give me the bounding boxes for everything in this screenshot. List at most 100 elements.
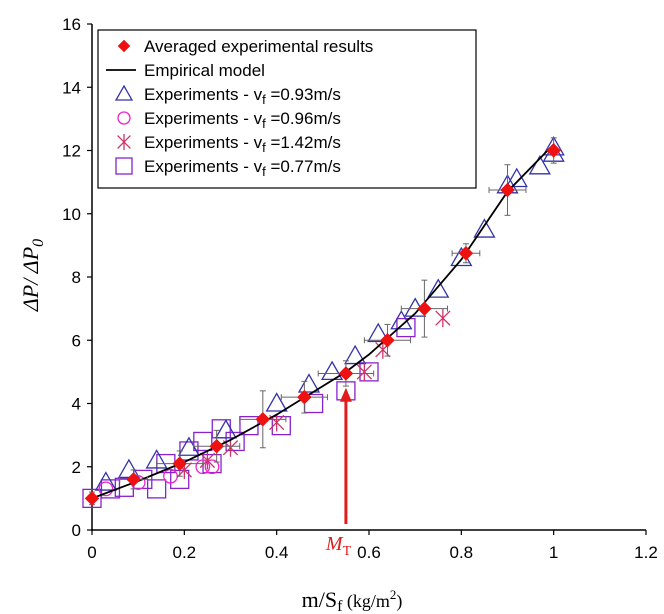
- legend-label: Experiments - vf =0.77m/s: [144, 157, 341, 179]
- legend-item: Experiments - vf =0.93m/s: [114, 84, 341, 107]
- axis-ticks: 0 2 4 6 8 10 12 14 16 0 0.2 0.4 0.6 0.8 1 1.2: [62, 15, 658, 562]
- legend-marker-circle-shape: [117, 111, 131, 125]
- y-axis-label-sub: 0: [30, 239, 47, 247]
- point-diamond-shape: [417, 301, 432, 316]
- legend-marker-triangle: [114, 84, 134, 101]
- y-tick-label: 4: [72, 395, 81, 414]
- legend-marker-triangle-shape: [114, 84, 134, 101]
- point-diamond: [417, 301, 432, 316]
- legend-item: Experiments - vf =0.96m/s: [117, 109, 341, 131]
- point-triangle-shape: [265, 392, 288, 412]
- point-diamond: [546, 143, 562, 158]
- point-triangle-shape: [528, 155, 551, 175]
- annotation-label: MT: [325, 533, 352, 559]
- point-triangle: [528, 155, 551, 175]
- legend-marker-square-shape: [115, 157, 133, 175]
- point-square-shape: [193, 431, 213, 452]
- plot-area: [82, 24, 646, 531]
- x-axis-label-main: m/S: [302, 587, 337, 612]
- point-triangle-shape: [344, 344, 367, 365]
- legend-label-suffix: =0.77m/s: [266, 157, 341, 176]
- point-triangle-shape: [145, 449, 168, 469]
- point-triangle-shape: [367, 322, 390, 343]
- point-triangle: [505, 167, 528, 188]
- legend-item: Experiments - vf =0.77m/s: [115, 157, 341, 179]
- legend-label-sub: f: [262, 116, 266, 131]
- point-triangle: [473, 218, 496, 238]
- point-diamond-shape: [380, 332, 395, 348]
- x-axis-label: m/Sf (kg/m2): [302, 587, 403, 614]
- point-diamond-shape: [297, 389, 312, 405]
- point-square-shape: [359, 362, 379, 382]
- legend-label-sub: f: [262, 164, 266, 179]
- legend-marker-star: [117, 134, 131, 150]
- point-diamond-shape: [172, 456, 188, 471]
- point-diamond: [255, 411, 271, 427]
- point-circle: [98, 481, 114, 497]
- point-triangle-shape: [427, 278, 450, 298]
- point-triangle-shape: [390, 309, 413, 330]
- x-axis-label-unit: (kg/m: [342, 591, 390, 612]
- legend-label-suffix: =0.96m/s: [266, 109, 341, 128]
- annotation-label-sub: T: [343, 544, 352, 559]
- point-diamond: [500, 182, 515, 198]
- point-circle-shape: [98, 481, 114, 497]
- point-triangle-shape: [473, 218, 496, 238]
- x-tick-label: 1.2: [634, 543, 658, 562]
- legend-label-sub: f: [262, 92, 266, 107]
- point-triangle-shape: [505, 167, 528, 188]
- legend-label-prefix: Experiments - v: [144, 133, 263, 152]
- x-tick-label: 0.2: [173, 543, 197, 562]
- annotation: MT: [325, 387, 352, 559]
- point-diamond: [172, 456, 188, 471]
- legend-marker-square: [115, 157, 133, 175]
- point-diamond: [84, 491, 100, 506]
- point-diamond-shape: [546, 143, 562, 158]
- y-axis-label-main: ΔP/ ΔP: [18, 247, 43, 312]
- x-axis-label-close: ): [396, 591, 402, 612]
- legend-marker-diamond-shape: [117, 39, 131, 53]
- y-tick-label: 14: [62, 78, 81, 97]
- legend-label: Experiments - vf =1.42m/s: [144, 133, 341, 155]
- y-tick-label: 12: [62, 142, 81, 161]
- legend-item: Averaged experimental results: [117, 37, 373, 56]
- point-triangle: [145, 449, 168, 469]
- legend-label: Empirical model: [144, 61, 265, 80]
- x-axis-label-sub: f: [337, 598, 343, 614]
- x-tick-label: 0.4: [265, 543, 289, 562]
- point-diamond: [297, 389, 312, 405]
- legend-box: [97, 29, 477, 189]
- point-circle-shape: [195, 459, 211, 475]
- legend-label-prefix: Experiments - v: [144, 157, 263, 176]
- point-diamond: [126, 472, 141, 487]
- point-triangle: [344, 344, 367, 365]
- legend-label-suffix: =1.42m/s: [266, 133, 341, 152]
- point-square: [193, 431, 213, 452]
- y-tick-label: 2: [72, 458, 81, 477]
- legend-label: Experiments - vf =0.93m/s: [144, 85, 341, 107]
- point-square: [146, 479, 167, 499]
- annotation-label-main: M: [325, 533, 344, 555]
- point-triangle: [94, 471, 117, 491]
- point-triangle: [390, 309, 413, 330]
- y-tick-label: 8: [72, 268, 81, 287]
- point-diamond-shape: [209, 438, 225, 454]
- point-diamond: [380, 332, 395, 348]
- legend-label-prefix: Experiments - v: [144, 109, 263, 128]
- point-diamond-shape: [500, 182, 515, 198]
- legend-label-prefix: Experiments - v: [144, 85, 263, 104]
- x-tick-label: 0.6: [357, 543, 381, 562]
- legend-label-suffix: =0.93m/s: [266, 85, 341, 104]
- point-circle-shape: [204, 459, 220, 475]
- point-triangle-shape: [214, 419, 238, 439]
- legend-item: Experiments - vf =1.42m/s: [117, 133, 341, 155]
- point-diamond-shape: [458, 245, 474, 261]
- legend-marker-diamond: [117, 39, 131, 53]
- point-triangle: [214, 419, 238, 439]
- point-diamond: [209, 438, 225, 454]
- series-diamond: [84, 137, 562, 506]
- legend-marker-circle: [117, 111, 131, 125]
- empirical-model-line: [91, 143, 555, 500]
- point-square: [359, 362, 379, 382]
